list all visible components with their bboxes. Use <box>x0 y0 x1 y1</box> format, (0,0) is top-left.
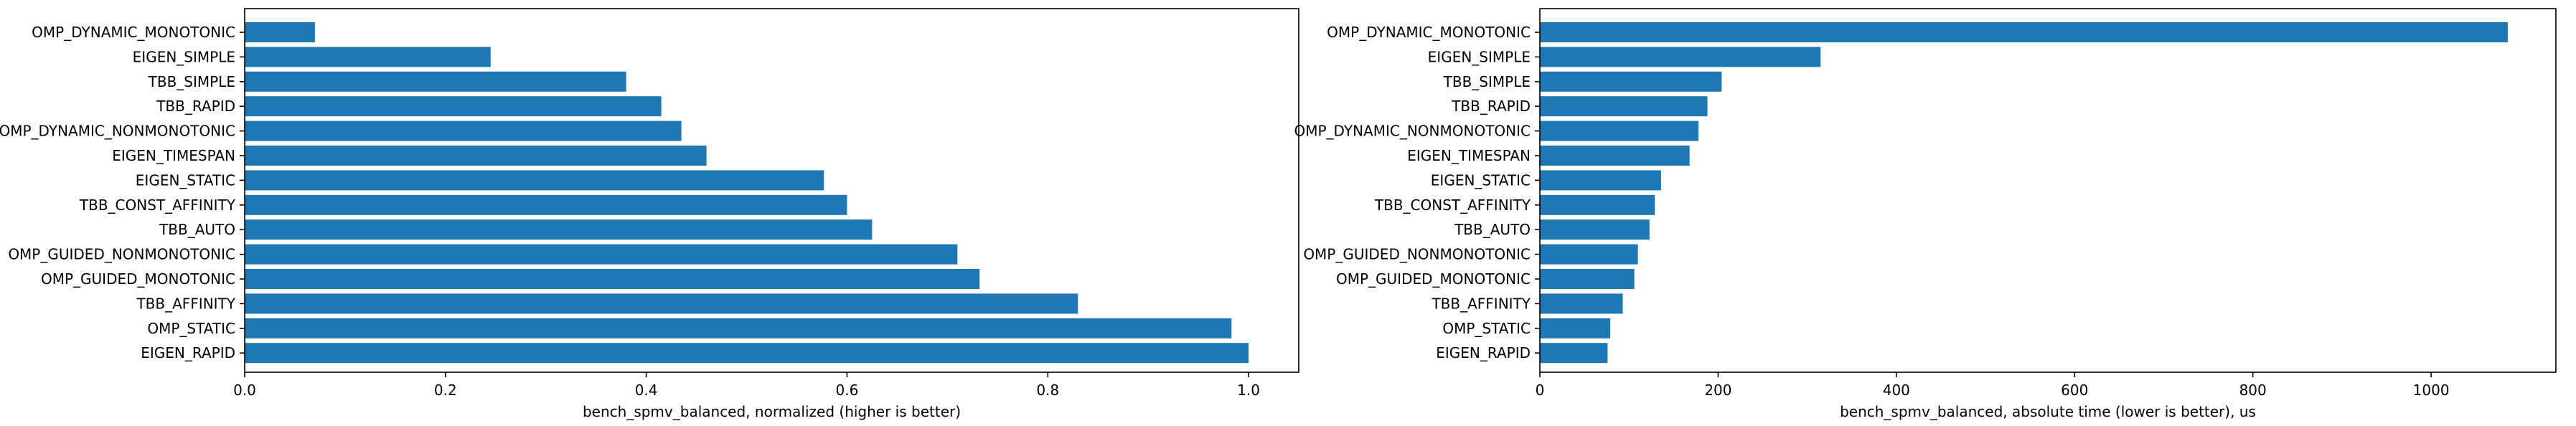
bar <box>1540 146 1690 166</box>
bar <box>1540 194 1655 215</box>
axes-frame <box>244 8 1299 373</box>
y-tick-label: TBB_CONST_AFFINITY <box>79 197 236 214</box>
bar <box>245 170 824 191</box>
y-tick-label: TBB_RAPID <box>1451 98 1531 115</box>
bar <box>245 22 315 42</box>
bar <box>245 146 707 166</box>
y-tick-label: EIGEN_SIMPLE <box>133 48 235 65</box>
x-tick-label: 0.2 <box>434 382 457 399</box>
bar <box>1540 120 1699 141</box>
y-tick-label: OMP_DYNAMIC_MONOTONIC <box>32 24 235 41</box>
x-tick-label: 0.8 <box>1036 382 1059 399</box>
bar <box>245 293 1078 314</box>
x-tick-label: 0 <box>1536 382 1545 399</box>
bar <box>1540 96 1708 117</box>
bar <box>1540 343 1608 364</box>
bar <box>245 194 847 215</box>
axes-frame <box>1539 8 2557 373</box>
y-tick-label: OMP_DYNAMIC_NONMONOTONIC <box>0 123 235 140</box>
y-tick-label: EIGEN_SIMPLE <box>1428 48 1531 65</box>
chart-panel-1: OMP_DYNAMIC_MONOTONIC EIGEN_SIMPLE TBB_SIM… <box>0 8 1299 420</box>
y-tick-label: EIGEN_STATIC <box>136 171 235 189</box>
bar <box>245 96 662 117</box>
bar <box>1540 293 1623 314</box>
y-tick-label: TBB_AUTO <box>1454 221 1531 238</box>
y-tick-label: EIGEN_STATIC <box>1431 171 1531 189</box>
bar <box>1540 170 1661 191</box>
y-tick-label: EIGEN_RAPID <box>1436 344 1531 361</box>
bar <box>245 343 1249 364</box>
x-tick-label: 200 <box>1704 382 1731 399</box>
bar <box>1540 71 1722 92</box>
y-tick-label: EIGEN_RAPID <box>141 344 235 361</box>
y-tick-label: OMP_DYNAMIC_MONOTONIC <box>1327 24 1531 41</box>
x-tick-label: 800 <box>2239 382 2267 399</box>
x-tick-label: 600 <box>2061 382 2088 399</box>
y-tick-label: TBB_AFFINITY <box>136 295 235 312</box>
y-tick-label: TBB_CONST_AFFINITY <box>1374 197 1531 214</box>
y-tick-label: TBB_AFFINITY <box>1431 295 1531 312</box>
bar <box>245 219 873 240</box>
bar <box>245 318 1232 339</box>
x-tick-label: 0.4 <box>635 382 658 399</box>
y-tick-label: OMP_GUIDED_MONOTONIC <box>1336 270 1531 288</box>
y-tick-label: OMP_DYNAMIC_NONMONOTONIC <box>1294 123 1531 140</box>
x-tick-label: 0.0 <box>233 382 256 399</box>
y-tick-label: OMP_STATIC <box>1442 320 1531 337</box>
bar <box>245 47 491 67</box>
x-axis-label: bench_spmv_balanced, absolute time (lowe… <box>1840 403 2256 420</box>
y-tick-label: OMP_GUIDED_NONMONOTONIC <box>1303 246 1531 263</box>
bar <box>245 120 682 141</box>
bar <box>1540 318 1611 339</box>
y-tick-label: EIGEN_TIMESPAN <box>112 147 235 164</box>
bar <box>1540 47 1821 67</box>
y-tick-label: TBB_RAPID <box>156 98 235 115</box>
x-axis-label: bench_spmv_balanced, normalized (higher … <box>583 403 961 420</box>
y-tick-label: OMP_GUIDED_MONOTONIC <box>41 270 235 288</box>
y-tick-label: TBB_AUTO <box>159 221 235 238</box>
y-tick-label: EIGEN_TIMESPAN <box>1407 147 1531 164</box>
x-tick-label: 1.0 <box>1237 382 1260 399</box>
x-tick-label: 0.6 <box>836 382 859 399</box>
y-tick-label: OMP_GUIDED_NONMONOTONIC <box>8 246 235 263</box>
bar <box>1540 244 1638 265</box>
bar <box>245 269 980 289</box>
bar <box>245 71 626 92</box>
bar <box>1540 269 1635 289</box>
y-tick-label: OMP_STATIC <box>147 320 235 337</box>
bar <box>1540 219 1650 240</box>
y-tick-label: TBB_SIMPLE <box>148 73 235 90</box>
bar <box>1540 22 2508 42</box>
x-tick-label: 400 <box>1883 382 1910 399</box>
y-tick-label: TBB_SIMPLE <box>1443 73 1531 90</box>
chart-panel-2: OMP_DYNAMIC_MONOTONIC EIGEN_SIMPLE TBB_SIM… <box>1294 8 2557 420</box>
bar <box>245 244 958 265</box>
x-tick-label: 1000 <box>2413 382 2450 399</box>
